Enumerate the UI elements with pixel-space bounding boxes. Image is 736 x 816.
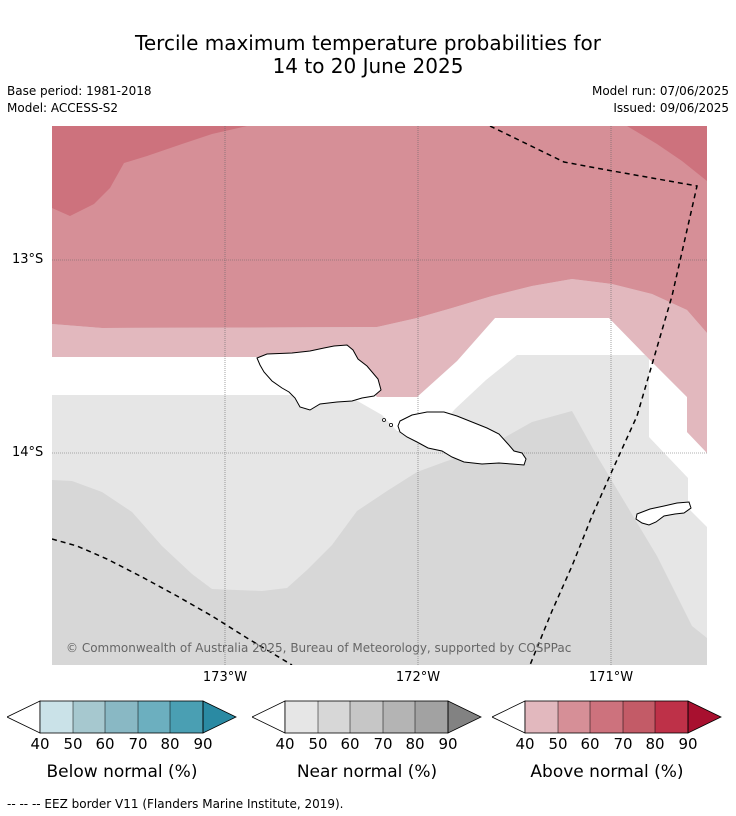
legend-near-tick: 50 bbox=[308, 735, 328, 753]
eez-border-south bbox=[52, 538, 293, 665]
legend-below-tick: 60 bbox=[95, 735, 115, 753]
legend-above-tick: 70 bbox=[613, 735, 633, 753]
legend-near-tick: 90 bbox=[438, 735, 458, 753]
eez-border-east bbox=[489, 126, 698, 665]
legend-near-tick: 70 bbox=[373, 735, 393, 753]
chart-title-line2: 14 to 20 June 2025 bbox=[272, 54, 464, 78]
copyright-notice: © Commonwealth of Australia 2025, Bureau… bbox=[66, 641, 572, 655]
eez-footnote: -- -- -- EEZ border V11 (Flanders Marine… bbox=[7, 797, 344, 811]
island-savaii bbox=[256, 344, 382, 411]
legend-near-tick: 40 bbox=[275, 735, 295, 753]
legend-near-tick: 80 bbox=[405, 735, 425, 753]
legend-below-tick: 80 bbox=[160, 735, 180, 753]
lon-label-171w: 171°W bbox=[588, 670, 634, 685]
legend-colorbar-near bbox=[251, 700, 482, 734]
legend-above-tick: 80 bbox=[645, 735, 665, 753]
legend-below-tick: 70 bbox=[128, 735, 148, 753]
island-apolima bbox=[382, 418, 386, 422]
island-tutuila bbox=[635, 501, 692, 526]
map-svg bbox=[52, 126, 707, 665]
legend-colorbar-below bbox=[6, 700, 237, 734]
legend-colorbar-above bbox=[491, 700, 722, 734]
lon-label-172w: 172°W bbox=[395, 670, 441, 685]
legend-above-tick: 60 bbox=[580, 735, 600, 753]
island-manono bbox=[388, 422, 393, 427]
lat-label-14s: 14°S bbox=[12, 445, 44, 460]
model-name: Model: ACCESS-S2 bbox=[7, 101, 119, 115]
legend-above-tick: 90 bbox=[678, 735, 698, 753]
legend-above-tick: 50 bbox=[548, 735, 568, 753]
neutral-band bbox=[52, 318, 707, 527]
legend-near-normal: 40 50 60 70 80 90 Near normal (%) bbox=[251, 700, 482, 782]
above-60-region bbox=[52, 126, 707, 333]
above-70-region-west bbox=[52, 126, 247, 216]
base-period: Base period: 1981-2018 bbox=[7, 84, 152, 98]
island-upolu bbox=[397, 411, 527, 466]
map-area[interactable] bbox=[52, 126, 707, 665]
above-50-region bbox=[52, 279, 707, 453]
legend-above-tick: 40 bbox=[515, 735, 535, 753]
legend-above-normal: 40 50 60 70 80 90 Above normal (%) bbox=[491, 700, 722, 782]
legend-near-tick: 60 bbox=[340, 735, 360, 753]
issued-date: Issued: 09/06/2025 bbox=[613, 101, 729, 115]
model-run: Model run: 07/06/2025 bbox=[591, 84, 729, 98]
legend-below-normal: 40 50 60 70 80 90 Below normal (%) bbox=[6, 700, 237, 782]
above-70-region-east bbox=[627, 126, 707, 181]
lon-label-173w: 173°W bbox=[202, 670, 248, 685]
legend-near-title: Near normal (%) bbox=[296, 762, 438, 782]
lat-label-13s: 13°S bbox=[12, 252, 44, 267]
legend-below-tick: 90 bbox=[193, 735, 213, 753]
legend-below-tick: 40 bbox=[30, 735, 50, 753]
chart-title-line1: Tercile maximum temperature probabilitie… bbox=[135, 31, 601, 55]
legend-below-tick: 50 bbox=[63, 735, 83, 753]
legend-above-title: Above normal (%) bbox=[530, 762, 684, 782]
near-60-region bbox=[52, 411, 707, 665]
legend-below-title: Below normal (%) bbox=[46, 762, 198, 782]
